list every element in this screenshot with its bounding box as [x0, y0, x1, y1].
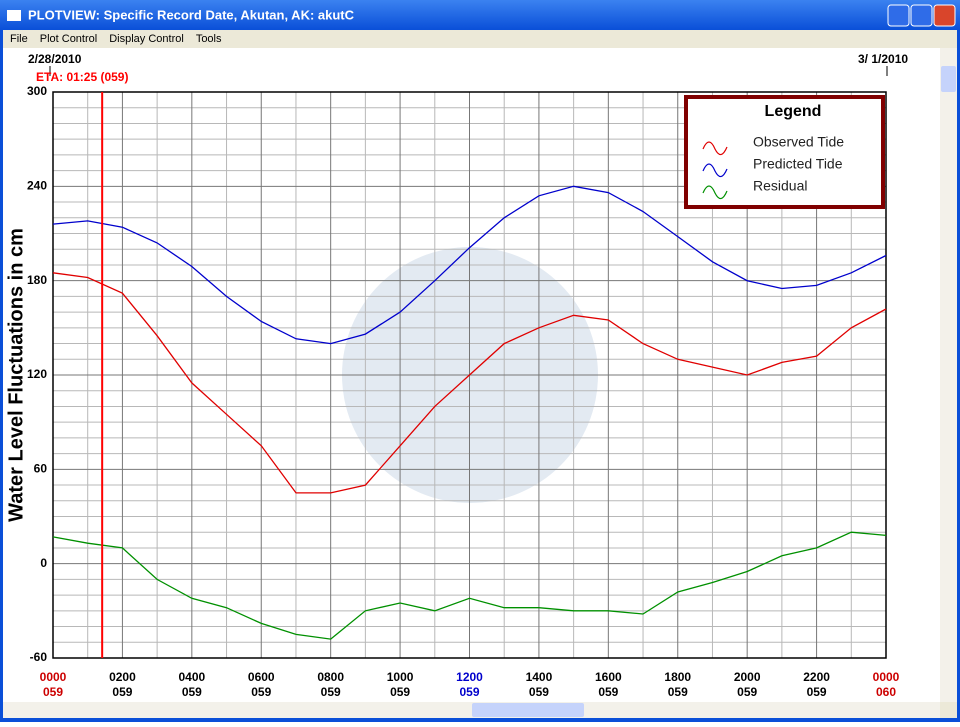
x-tick-label: 0000	[40, 670, 67, 684]
y-axis-label: Water Level Fluctuations in cm	[5, 228, 27, 522]
y-tick-label: 240	[27, 179, 47, 193]
legend-box	[684, 95, 885, 209]
x-tick-day: 059	[459, 685, 479, 699]
plot-border	[52, 91, 887, 659]
legend-label: Observed Tide	[753, 134, 844, 150]
x-tick-label: 1000	[387, 670, 414, 684]
x-tick-day: 059	[390, 685, 410, 699]
x-tick-label: 0200	[109, 670, 136, 684]
menu-item[interactable]: File	[10, 33, 28, 45]
x-tick-label: 1800	[664, 670, 691, 684]
legend-title: Legend	[765, 103, 822, 120]
end-date: 3/ 1/2010	[858, 52, 908, 66]
horizontal-scrollbar[interactable]	[3, 702, 940, 718]
menu-bar: File Plot Control Display Control Tools	[10, 33, 222, 45]
x-tick-label: 0600	[248, 670, 275, 684]
eta-label: ETA: 01:25 (059)	[36, 70, 128, 84]
legend-label: Predicted Tide	[753, 156, 843, 172]
series-line	[52, 272, 887, 494]
close-button[interactable]	[933, 4, 956, 27]
legend-symbol	[702, 141, 728, 156]
start-date: 2/28/2010	[28, 52, 82, 66]
y-tick-label: 60	[34, 462, 48, 476]
x-tick-day: 059	[737, 685, 757, 699]
x-tick-day: 060	[876, 685, 896, 699]
x-tick-label: 2200	[803, 670, 830, 684]
y-tick-label: 180	[27, 273, 47, 287]
scroll-thumb[interactable]	[472, 703, 584, 717]
x-tick-label: 0400	[178, 670, 205, 684]
menu-item[interactable]: Display Control	[109, 33, 184, 45]
y-tick-label: 0	[40, 556, 47, 570]
series-line	[52, 185, 887, 345]
x-tick-day: 059	[182, 685, 202, 699]
x-tick-label: 1600	[595, 670, 622, 684]
menu-item[interactable]: Plot Control	[40, 33, 97, 45]
x-tick-day: 059	[807, 685, 827, 699]
x-tick-day: 059	[598, 685, 618, 699]
legend-symbol	[702, 163, 728, 178]
x-tick-day: 059	[668, 685, 688, 699]
maximize-button[interactable]	[910, 4, 933, 27]
series-line	[52, 531, 887, 640]
title-bar	[0, 0, 960, 30]
x-tick-day: 059	[112, 685, 132, 699]
x-tick-day: 059	[43, 685, 63, 699]
y-tick-label: -60	[30, 650, 48, 664]
x-tick-label: 0800	[317, 670, 344, 684]
x-tick-day: 059	[529, 685, 549, 699]
minimize-button[interactable]	[887, 4, 910, 27]
x-tick-label: 1400	[526, 670, 553, 684]
x-tick-day: 059	[321, 685, 341, 699]
vertical-scrollbar[interactable]	[940, 48, 957, 702]
scroll-thumb[interactable]	[941, 66, 956, 92]
y-tick-label: 120	[27, 367, 47, 381]
x-tick-day: 059	[251, 685, 271, 699]
x-tick-label: 1200	[456, 670, 483, 684]
y-tick-label: 300	[27, 84, 47, 98]
window-title: PLOTVIEW: Specific Record Date, Akutan, …	[28, 7, 355, 22]
x-tick-label: 0000	[873, 670, 900, 684]
legend-symbol	[702, 185, 728, 200]
legend-label: Residual	[753, 178, 807, 194]
x-tick-label: 2000	[734, 670, 761, 684]
menu-item[interactable]: Tools	[196, 33, 222, 45]
app-icon	[7, 10, 21, 21]
